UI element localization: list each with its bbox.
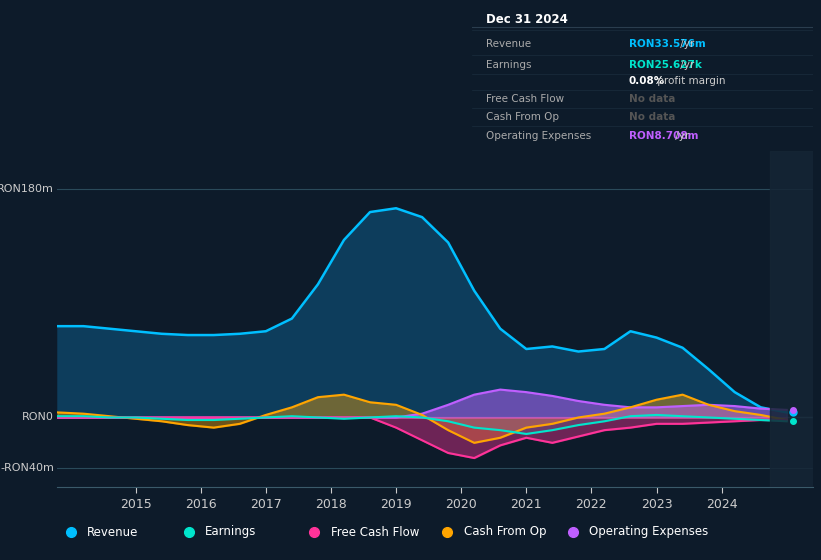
Text: /yr: /yr bbox=[672, 132, 690, 141]
Text: Operating Expenses: Operating Expenses bbox=[486, 132, 591, 141]
Text: No data: No data bbox=[629, 94, 675, 104]
Text: Revenue: Revenue bbox=[87, 525, 138, 539]
Text: Earnings: Earnings bbox=[486, 60, 531, 70]
Text: /yr: /yr bbox=[677, 39, 694, 49]
Text: Dec 31 2024: Dec 31 2024 bbox=[486, 13, 567, 26]
Text: Operating Expenses: Operating Expenses bbox=[589, 525, 709, 539]
Text: RON8.708m: RON8.708m bbox=[629, 132, 699, 141]
Text: RON180m: RON180m bbox=[0, 184, 54, 194]
Text: Revenue: Revenue bbox=[486, 39, 531, 49]
Text: Cash From Op: Cash From Op bbox=[464, 525, 546, 539]
Text: No data: No data bbox=[629, 112, 675, 122]
Text: profit margin: profit margin bbox=[654, 77, 726, 86]
Text: -RON40m: -RON40m bbox=[0, 463, 54, 473]
Text: Earnings: Earnings bbox=[205, 525, 256, 539]
Bar bbox=[770, 151, 813, 487]
Text: Cash From Op: Cash From Op bbox=[486, 112, 559, 122]
Text: RON25.627k: RON25.627k bbox=[629, 60, 702, 70]
Text: Free Cash Flow: Free Cash Flow bbox=[331, 525, 419, 539]
Text: Free Cash Flow: Free Cash Flow bbox=[486, 94, 564, 104]
Text: RON33.576m: RON33.576m bbox=[629, 39, 705, 49]
Text: 0.08%: 0.08% bbox=[629, 77, 665, 86]
Text: /yr: /yr bbox=[677, 60, 694, 70]
Text: RON0: RON0 bbox=[22, 413, 54, 422]
